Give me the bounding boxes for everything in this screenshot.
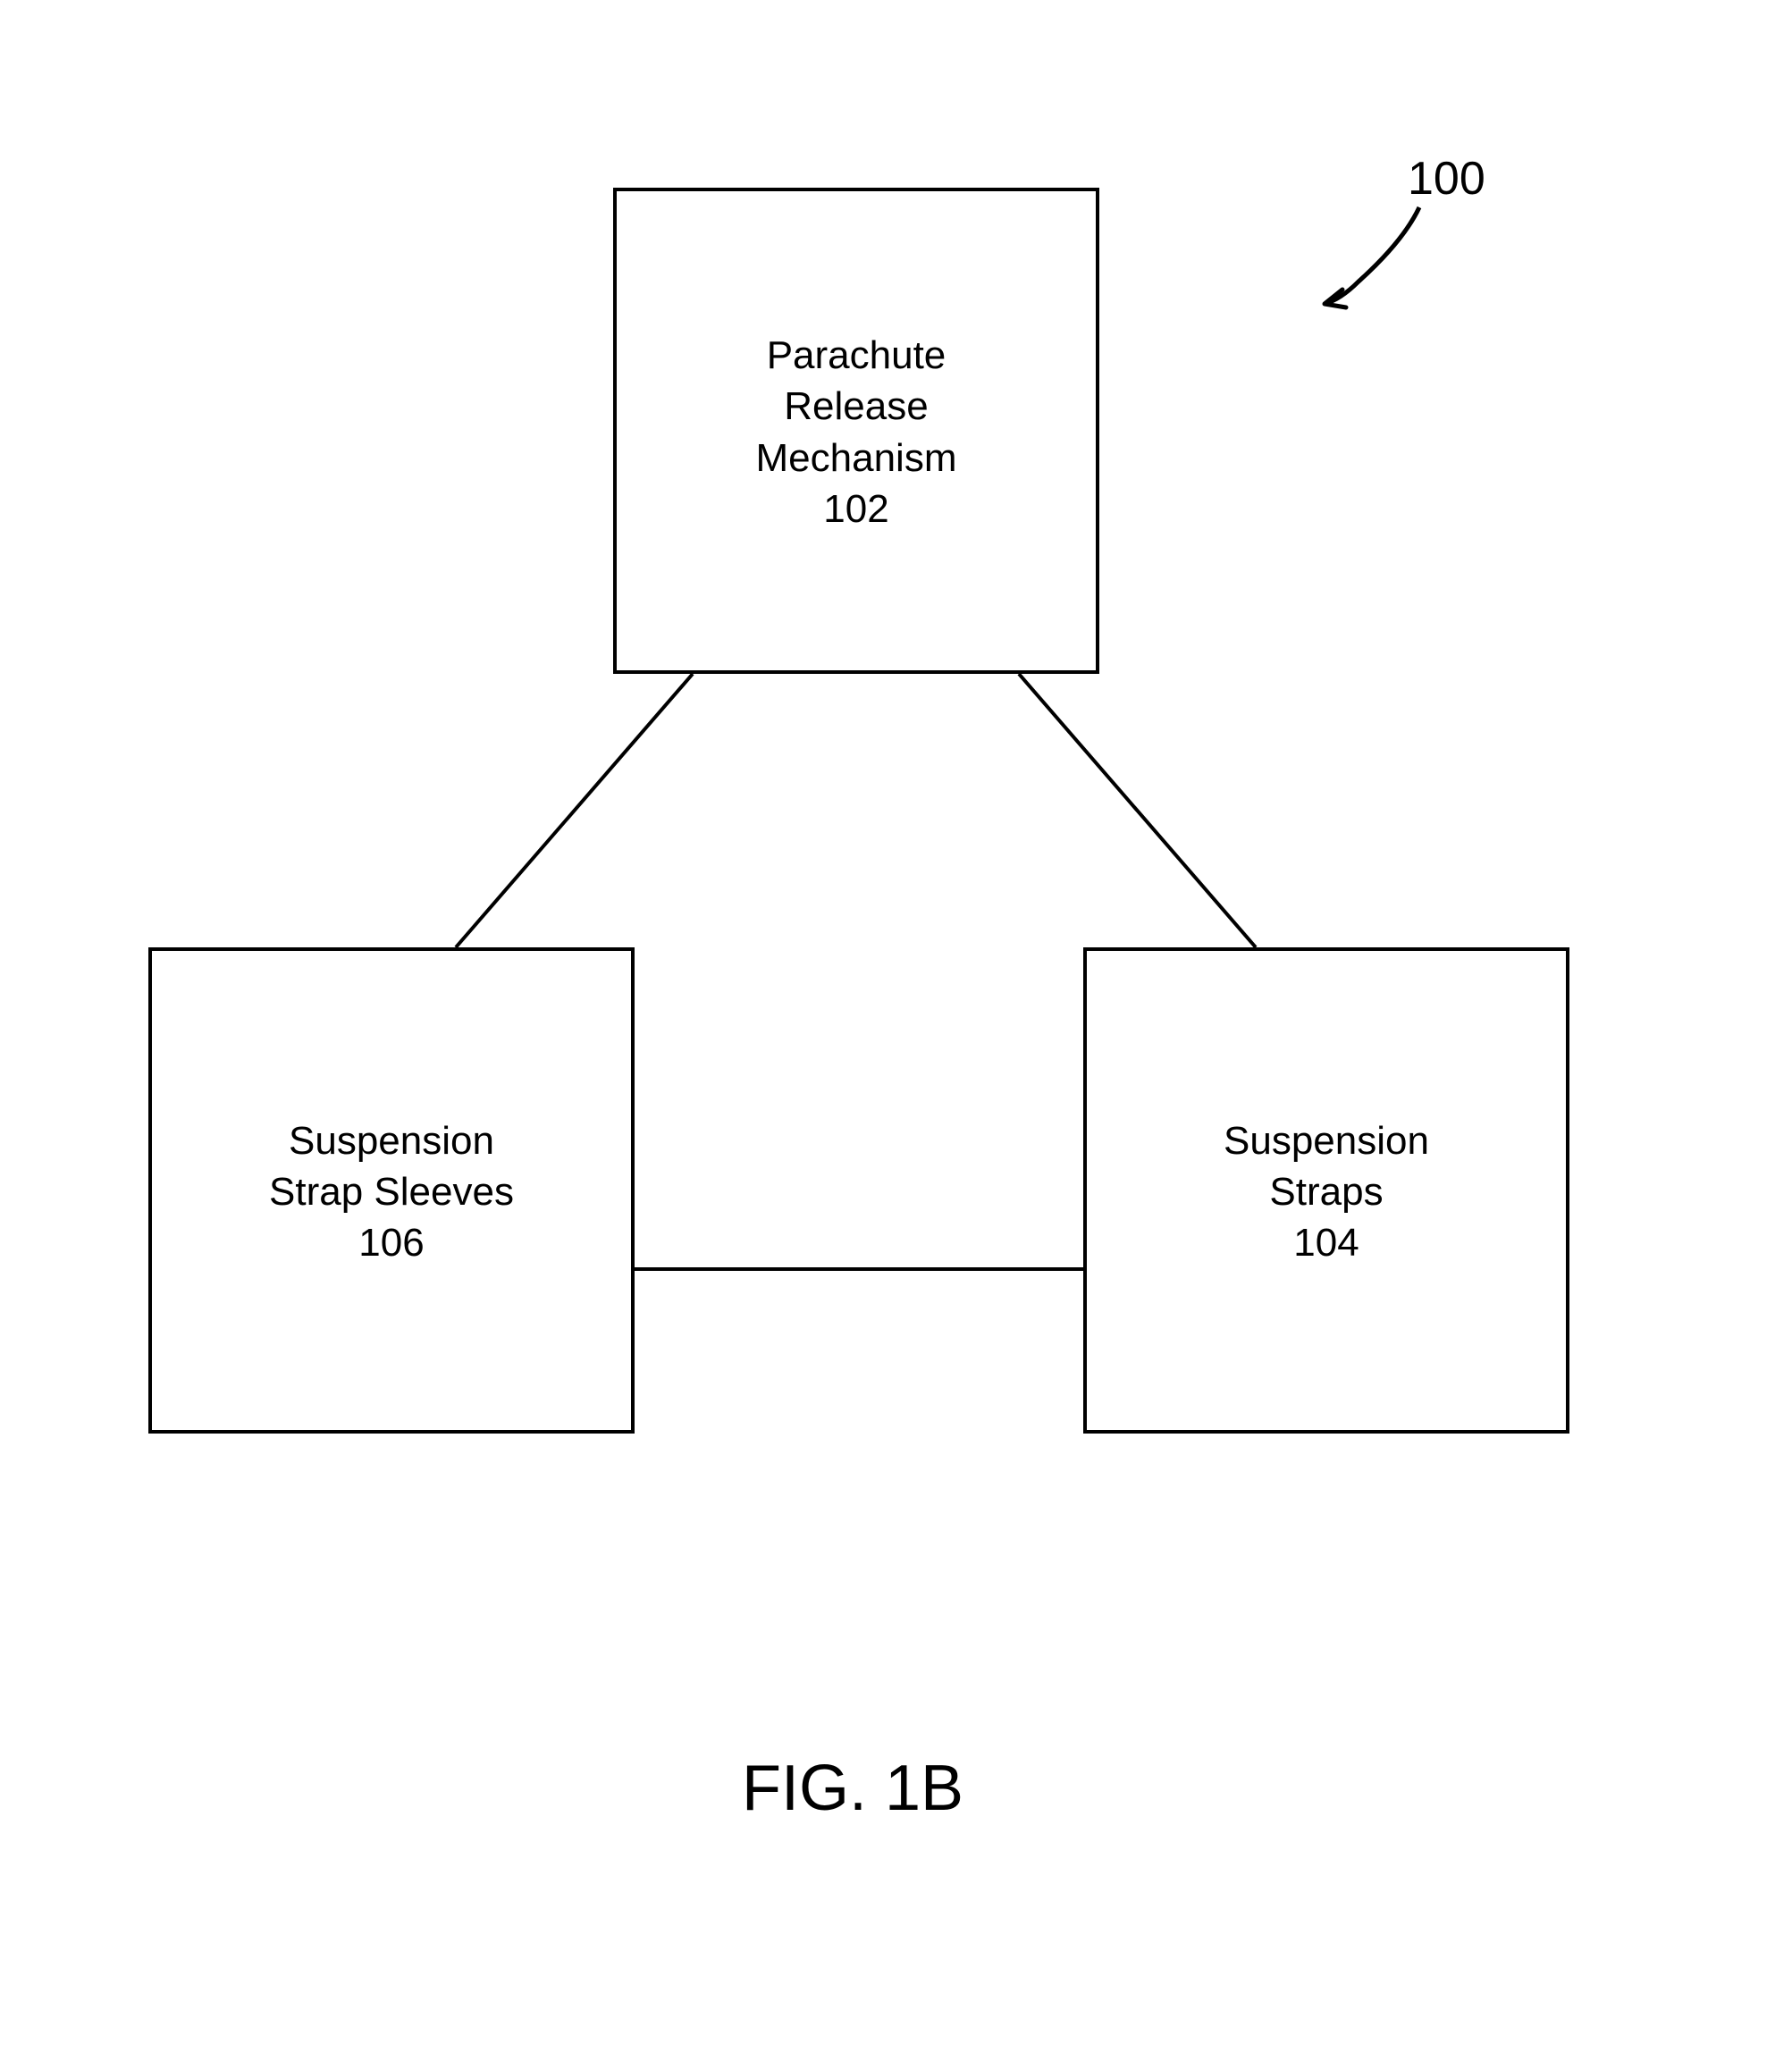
box-suspension-straps: Suspension Straps 104 [1083,947,1569,1434]
label-line: Suspension [289,1119,494,1163]
label-line: Straps [1269,1170,1383,1214]
label-line: Release [784,384,928,428]
figure-label: FIG. 1B [742,1752,963,1825]
box-number: 106 [358,1221,424,1266]
box-label: Suspension Strap Sleeves [269,1115,514,1217]
box-label: Parachute Release Mechanism [756,330,957,484]
label-line: Suspension [1224,1119,1429,1163]
edge-box1-box3 [1019,674,1256,947]
reference-number: 100 [1408,152,1485,206]
label-line: Strap Sleeves [269,1170,514,1214]
reference-arrow [1287,197,1448,340]
box-label: Suspension Straps [1224,1115,1429,1217]
diagram-container: Parachute Release Mechanism 102 Suspensi… [0,0,1792,2052]
box-parachute-release: Parachute Release Mechanism 102 [613,188,1099,674]
label-line: Mechanism [756,436,957,480]
label-line: Parachute [767,333,946,377]
edge-box1-box2 [456,674,693,947]
box-number: 102 [823,487,888,532]
box-number: 104 [1293,1221,1359,1266]
box-suspension-sleeves: Suspension Strap Sleeves 106 [148,947,635,1434]
